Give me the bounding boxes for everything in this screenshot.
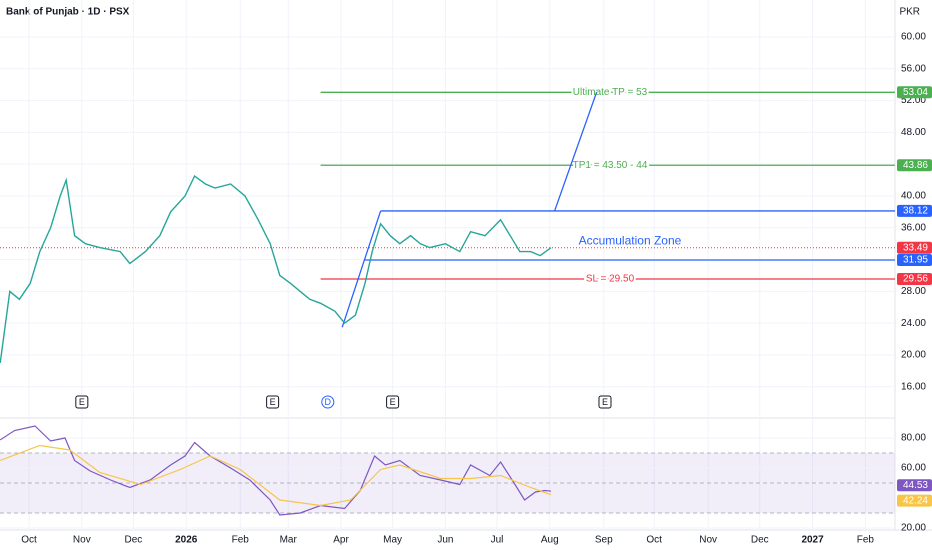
x-tick-label: Sep bbox=[595, 535, 613, 546]
x-tick-label: Jun bbox=[437, 535, 453, 546]
y-tick-label: 40.00 bbox=[901, 191, 926, 202]
y-tick-label: 56.00 bbox=[901, 63, 926, 74]
event-marker bbox=[598, 395, 612, 409]
event-marker bbox=[386, 395, 400, 409]
price-tag bbox=[897, 86, 932, 99]
x-tick-label: 2027 bbox=[801, 535, 824, 546]
x-tick-label: Aug bbox=[541, 535, 559, 546]
y-tick-label: 52.00 bbox=[901, 95, 926, 106]
x-tick-label: 2026 bbox=[175, 535, 198, 546]
y-tick-label: 36.00 bbox=[901, 222, 926, 233]
level-label: TP1 = 43.50 - 44 bbox=[573, 160, 648, 171]
price-tag-label: 33.49 bbox=[903, 242, 928, 253]
price-tag-label: 44.53 bbox=[903, 480, 928, 491]
y-tick-label: 60.00 bbox=[901, 463, 926, 474]
x-tick-label: Feb bbox=[857, 535, 875, 546]
x-tick-label: Nov bbox=[699, 535, 717, 546]
x-tick-label: Jul bbox=[491, 535, 504, 546]
price-tag bbox=[897, 241, 932, 254]
x-tick-label: Apr bbox=[333, 535, 349, 546]
price-tag-label: 38.12 bbox=[903, 206, 928, 217]
x-tick-label: Mar bbox=[280, 535, 298, 546]
x-tick-label: May bbox=[383, 535, 402, 546]
price-tag bbox=[897, 159, 932, 172]
annotation: Accumulation Zone bbox=[579, 233, 682, 247]
y-tick-label: 24.00 bbox=[901, 318, 926, 329]
price-line bbox=[0, 175, 552, 363]
trend-line bbox=[553, 92, 598, 212]
chart-title: Bank of Punjab · 1D · PSX bbox=[6, 7, 130, 18]
x-tick-label: Dec bbox=[751, 535, 769, 546]
y-tick-label: 80.00 bbox=[901, 433, 926, 444]
currency: PKR bbox=[899, 7, 920, 18]
price-tag-label: 29.56 bbox=[903, 274, 928, 285]
level-label: Ultimate TP = 53 bbox=[573, 87, 648, 98]
trend-line bbox=[341, 210, 382, 328]
rsi-line bbox=[0, 425, 552, 516]
event-label: D bbox=[325, 397, 332, 407]
x-tick-label: Oct bbox=[646, 535, 662, 546]
event-label: E bbox=[602, 397, 608, 407]
price-tag bbox=[897, 272, 932, 285]
y-tick-label: 20.00 bbox=[901, 350, 926, 361]
y-tick-label: 60.00 bbox=[901, 32, 926, 43]
y-tick-label: 28.00 bbox=[901, 286, 926, 297]
price-tag bbox=[897, 253, 932, 266]
y-tick-label: 20.00 bbox=[901, 523, 926, 534]
y-tick-label: 48.00 bbox=[901, 127, 926, 138]
rsi-line bbox=[0, 444, 552, 507]
x-tick-label: Nov bbox=[73, 535, 91, 546]
x-tick-label: Dec bbox=[125, 535, 143, 546]
y-tick-label: 16.00 bbox=[901, 381, 926, 392]
price-tag-label: 43.86 bbox=[903, 160, 928, 171]
price-tag-label: 53.04 bbox=[903, 87, 928, 98]
price-tag bbox=[897, 494, 932, 507]
price-tag-label: 31.95 bbox=[903, 255, 928, 266]
x-tick-label: Feb bbox=[232, 535, 250, 546]
event-marker bbox=[75, 395, 89, 409]
price-tag bbox=[897, 479, 932, 492]
price-tag bbox=[897, 204, 932, 217]
event-label: E bbox=[79, 397, 85, 407]
x-tick-label: Oct bbox=[21, 535, 37, 546]
event-marker bbox=[266, 395, 280, 409]
price-tag-label: 42.24 bbox=[903, 495, 928, 506]
event-marker bbox=[321, 395, 335, 409]
event-label: E bbox=[390, 397, 396, 407]
event-label: E bbox=[270, 397, 276, 407]
level-label: SL = 29.50 bbox=[586, 274, 635, 285]
